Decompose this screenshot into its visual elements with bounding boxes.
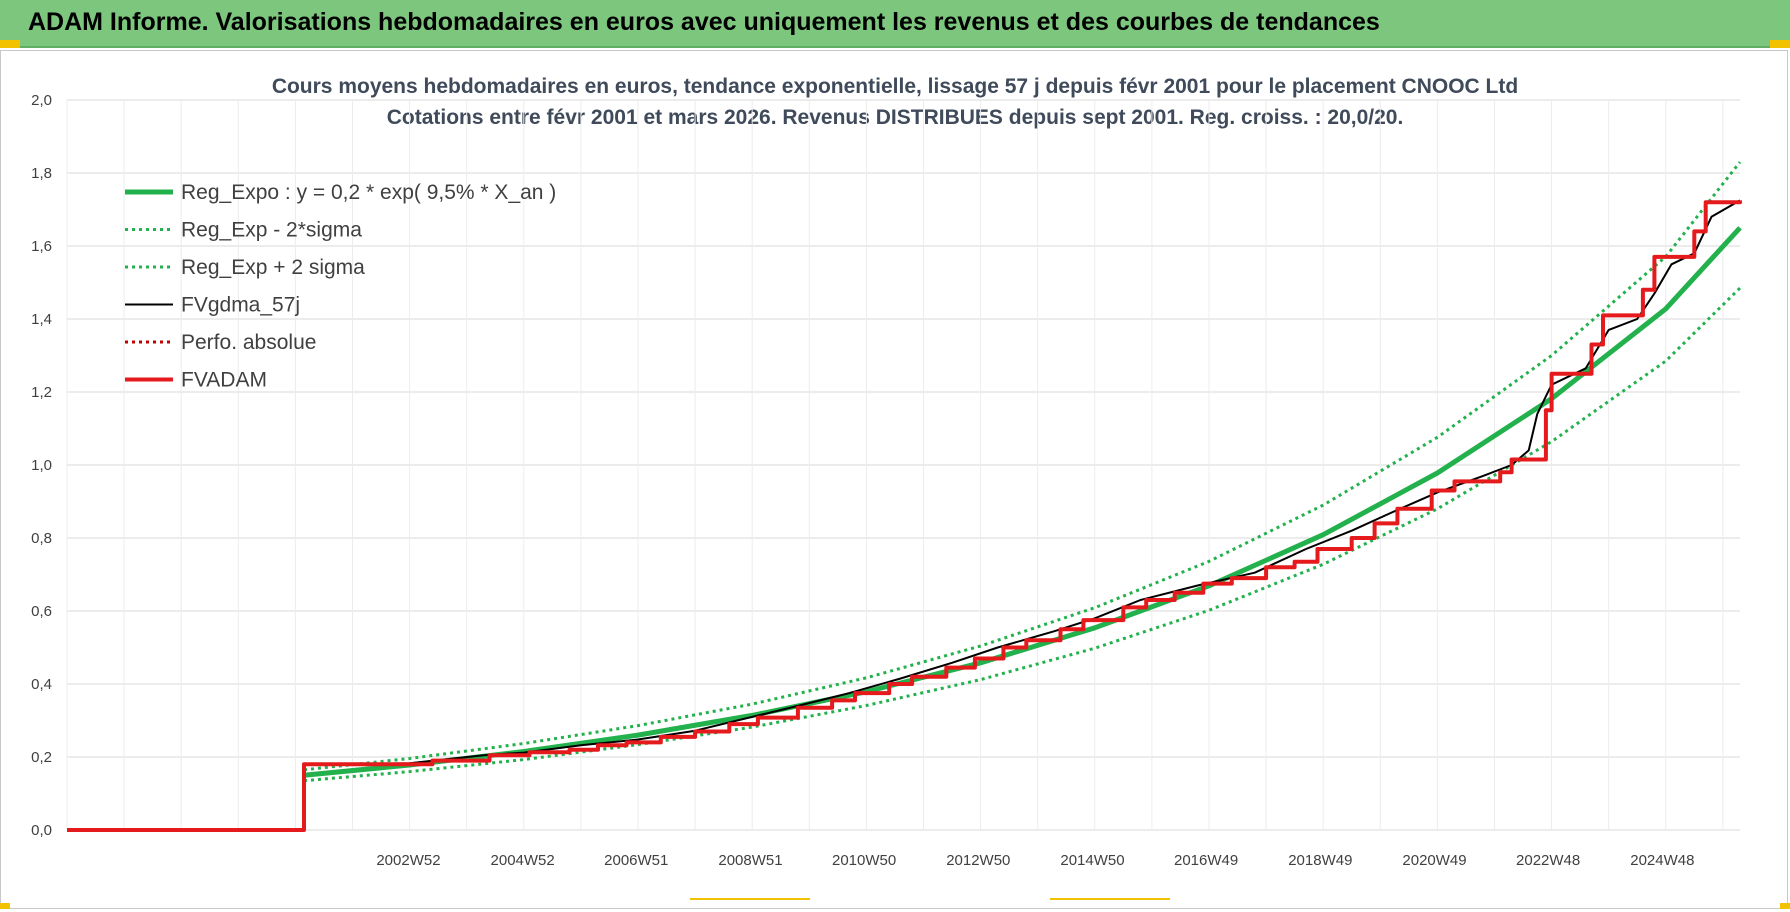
- y-tick-label: 0,2: [31, 749, 52, 766]
- x-tick-label: 2002W52: [376, 852, 440, 869]
- y-tick-label: 2,0: [31, 92, 52, 109]
- corner-mark-top-left: [0, 40, 20, 48]
- x-tick-label: 2024W48: [1630, 852, 1694, 869]
- axis-layer: 0,0 0,2 0,4 0,6 0,8 1,0 1,2 1,4 1,6 1,8 2,0 2002W52…: [31, 92, 1694, 869]
- legend: Reg_Expo : y = 0,2 * exp( 9,5% * X_an ) R…: [125, 181, 556, 392]
- bottom-mark-1: [690, 898, 810, 900]
- report-banner: ADAM Informe. Valorisations hebdomadaire…: [0, 0, 1790, 48]
- corner-mark-bottom-left: [0, 903, 10, 909]
- legend-label: FVgdma_57j: [181, 294, 300, 317]
- chart-title-line-2: Cotations entre févr 2001 et mars 2026. …: [387, 106, 1404, 129]
- x-tick-label: 2016W49: [1174, 852, 1238, 869]
- series-line-0: [303, 226, 1742, 778]
- x-tick-label: 2020W49: [1402, 852, 1466, 869]
- series-line-1: [303, 286, 1742, 783]
- y-tick-label: 1,6: [31, 238, 52, 255]
- grid-layer: [66, 99, 1740, 831]
- series-line-3: [67, 199, 1741, 831]
- y-tick-label: 1,4: [31, 311, 52, 328]
- legend-label: Perfo. absolue: [181, 331, 316, 354]
- y-tick-label: 1,2: [31, 384, 52, 401]
- y-tick-label: 0,0: [31, 822, 52, 839]
- series-line-5: [67, 200, 1742, 832]
- x-tick-label: 2022W48: [1516, 852, 1580, 869]
- y-tick-label: 1,8: [31, 165, 52, 182]
- corner-mark-bottom-right: [1780, 903, 1790, 909]
- legend-label: Reg_Exp + 2 sigma: [181, 256, 365, 279]
- series-layer: [67, 161, 1742, 832]
- y-tick-label: 0,4: [31, 676, 52, 693]
- x-tick-label: 2018W49: [1288, 852, 1352, 869]
- legend-label: FVADAM: [181, 369, 267, 392]
- y-tick-label: 0,6: [31, 603, 52, 620]
- chart-frame: [0, 50, 1788, 909]
- x-tick-label: 2004W52: [491, 852, 555, 869]
- report-title: ADAM Informe. Valorisations hebdomadaire…: [28, 8, 1380, 36]
- y-tick-label: 0,8: [31, 530, 52, 547]
- x-tick-label: 2014W50: [1060, 852, 1124, 869]
- x-tick-label: 2008W51: [718, 852, 782, 869]
- bottom-mark-2: [1050, 898, 1170, 900]
- x-tick-label: 2010W50: [832, 852, 896, 869]
- corner-mark-top-right: [1770, 40, 1790, 48]
- x-tick-label: 2012W50: [946, 852, 1010, 869]
- legend-label: Reg_Expo : y = 0,2 * exp( 9,5% * X_an ): [181, 181, 556, 204]
- y-tick-label: 1,0: [31, 457, 52, 474]
- chart-title-line-1: Cours moyens hebdomadaires en euros, ten…: [272, 75, 1518, 98]
- legend-label: Reg_Exp - 2*sigma: [181, 219, 362, 242]
- x-tick-label: 2006W51: [604, 852, 668, 869]
- series-line-2: [303, 161, 1742, 772]
